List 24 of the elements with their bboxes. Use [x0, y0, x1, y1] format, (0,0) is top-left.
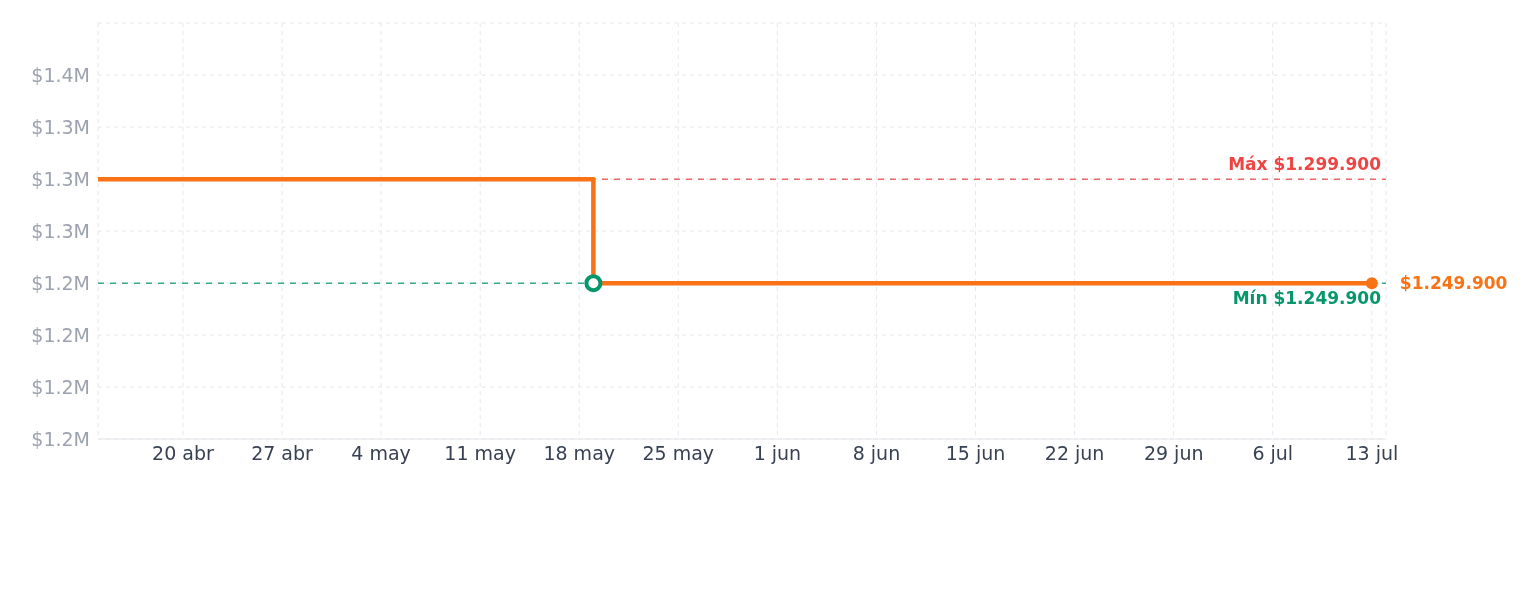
- x-tick-label: 13 jul: [1345, 442, 1399, 465]
- y-tick-label: $1.3M: [31, 115, 90, 138]
- y-tick-label: $1.3M: [31, 219, 90, 242]
- annotation: $1.249.900: [1399, 273, 1508, 294]
- x-tick-label: 4 may: [351, 442, 411, 465]
- y-tick-label: $1.2M: [31, 323, 90, 346]
- x-tick-label: 8 jun: [852, 442, 901, 465]
- x-tick-label: 11 may: [444, 442, 516, 465]
- x-tick-label: 1 jun: [753, 442, 802, 465]
- x-tick-label: 25 may: [642, 442, 715, 465]
- x-tick-label: 22 jun: [1044, 442, 1105, 465]
- x-tick-label: 20 abr: [152, 442, 214, 465]
- x-tick-label: 29 jun: [1143, 442, 1204, 465]
- x-tick-label: 18 may: [543, 442, 616, 465]
- x-tick-label: 27 abr: [251, 442, 314, 465]
- y-tick-label: $1.2M: [31, 375, 90, 398]
- y-tick-label: $1.2M: [31, 427, 90, 450]
- x-tick-label: 6 jul: [1252, 442, 1294, 465]
- ref-line-label: Mín $1.249.900: [1232, 288, 1382, 309]
- x-tick-label: 15 jun: [945, 442, 1006, 465]
- y-tick-label: $1.3M: [31, 167, 90, 190]
- y-tick-label: $1.4M: [31, 63, 90, 86]
- ref-line-label: Máx $1.299.900: [1228, 154, 1382, 175]
- y-tick-label: $1.2M: [31, 271, 90, 294]
